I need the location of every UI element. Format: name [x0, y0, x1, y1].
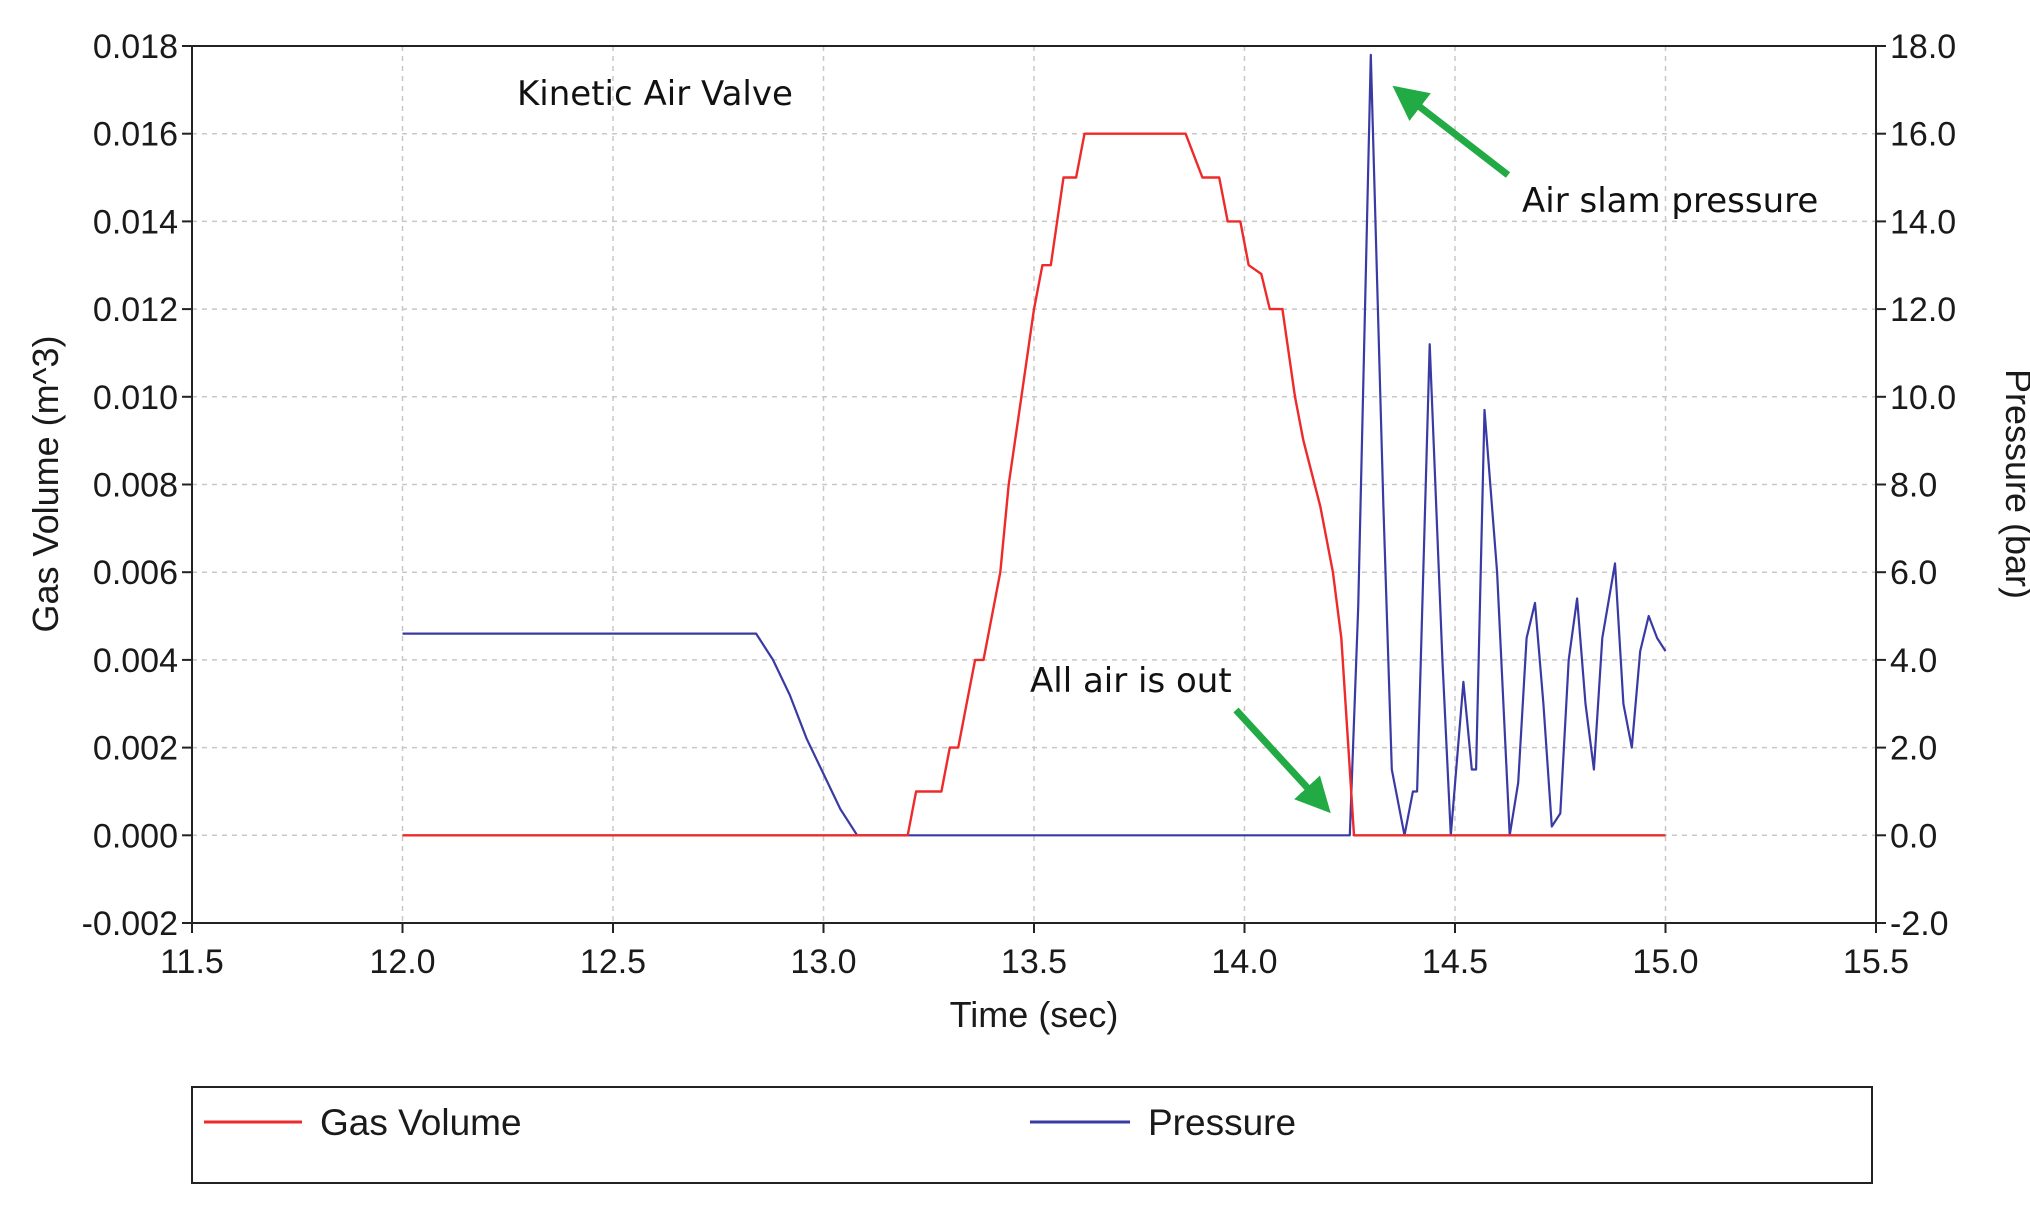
y2-tick-label: -2.0: [1890, 905, 1949, 943]
x-tick-label: 15.0: [1632, 943, 1698, 981]
series-lines: [402, 53, 1667, 837]
y2-tick-label: 12.0: [1890, 291, 1956, 329]
y2-tick-label: 4.0: [1890, 642, 1937, 680]
legend-label-gas-volume: Gas Volume: [320, 1102, 522, 1143]
y-tick-label: 0.016: [93, 116, 178, 154]
legend-label-pressure: Pressure: [1148, 1102, 1296, 1143]
grid: [192, 46, 1876, 923]
y-tick-label: -0.002: [82, 905, 178, 943]
annotation-air-slam-pressure: Air slam pressure: [1522, 181, 1818, 221]
gas-volume-line: [402, 132, 1666, 837]
y2-tick-label: 14.0: [1890, 203, 1956, 241]
y2-axis-title: Pressure (bar): [1998, 369, 2030, 599]
y-tick-label: 0.008: [93, 467, 178, 505]
y2-tick-label: 8.0: [1890, 467, 1937, 505]
y-axis-right: -2.0 0.0 2.0 4.0 6.0 8.0 10.0 12.0 14.0 16.0 18.0: [1876, 28, 1956, 943]
x-tick-label: 15.5: [1843, 943, 1909, 981]
y2-tick-label: 10.0: [1890, 379, 1956, 417]
x-axis: 11.5 12.0 12.5 13.0 13.5 14.0 14.5 15.0 15.5: [160, 923, 1909, 981]
y-tick-label: 0.012: [93, 291, 178, 329]
annotation-all-air-is-out: All air is out: [1030, 661, 1232, 701]
legend-box: [191, 1086, 1873, 1184]
y-axis-left: -0.002 0.000 0.002 0.004 0.006 0.008 0.010 0.01…: [82, 28, 192, 943]
x-tick-label: 12.5: [580, 943, 646, 981]
legend: Gas Volume Pressure: [191, 1086, 1873, 1184]
y-tick-label: 0.004: [93, 642, 178, 680]
y2-tick-label: 6.0: [1890, 554, 1937, 592]
x-tick-label: 13.0: [790, 943, 856, 981]
x-tick-label: 14.5: [1422, 943, 1488, 981]
x-axis-title: Time (sec): [950, 994, 1119, 1035]
y-tick-label: 0.010: [93, 379, 178, 417]
y2-tick-label: 16.0: [1890, 116, 1956, 154]
x-tick-label: 13.5: [1001, 943, 1067, 981]
y2-tick-label: 0.0: [1890, 817, 1937, 855]
y-tick-label: 0.014: [93, 203, 178, 241]
x-tick-label: 12.0: [369, 943, 435, 981]
x-tick-label: 11.5: [160, 943, 224, 981]
x-tick-label: 14.0: [1211, 943, 1277, 981]
y-axis-title: Gas Volume (m^3): [25, 336, 66, 633]
y-tick-label: 0.018: [93, 28, 178, 66]
annotation-kinetic-air-valve: Kinetic Air Valve: [517, 74, 793, 114]
arrow-all-air-out: [1233, 707, 1331, 814]
y-tick-label: 0.000: [93, 817, 178, 855]
y-tick-label: 0.002: [93, 730, 178, 768]
y-tick-label: 0.006: [93, 554, 178, 592]
arrow-air-slam: [1392, 85, 1511, 178]
y2-tick-label: 2.0: [1890, 730, 1937, 768]
y2-tick-label: 18.0: [1890, 28, 1956, 66]
